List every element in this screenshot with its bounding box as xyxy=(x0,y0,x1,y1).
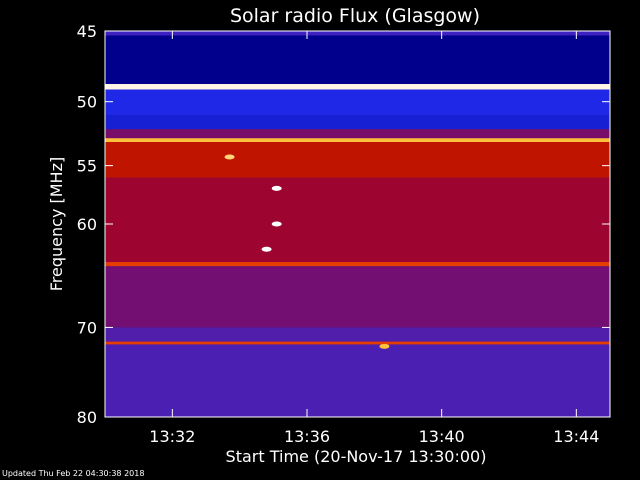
frequency-band xyxy=(105,129,610,139)
y-tick-label: 70 xyxy=(77,318,97,337)
y-tick-label: 80 xyxy=(77,408,97,427)
frequency-band xyxy=(105,31,610,36)
frequency-band xyxy=(105,142,610,178)
frequency-band xyxy=(105,327,610,342)
frequency-band xyxy=(105,35,610,85)
burst-mark xyxy=(271,185,282,191)
y-tick-label: 45 xyxy=(77,22,97,41)
chart-title: Solar radio Flux (Glasgow) xyxy=(230,5,480,27)
x-tick-label: 13:32 xyxy=(149,427,195,446)
frequency-band xyxy=(105,114,610,130)
frequency-band xyxy=(105,344,610,417)
updated-timestamp: Updated Thu Feb 22 04:30:38 2018 xyxy=(2,469,145,478)
y-tick-label: 55 xyxy=(77,157,97,176)
frequency-band xyxy=(105,262,610,267)
y-axis: 45 50 55 60 70 80 xyxy=(77,22,610,427)
x-tick-label: 13:44 xyxy=(553,427,599,446)
y-axis-label: Frequency [MHz] xyxy=(47,157,66,291)
burst-mark xyxy=(224,154,235,160)
frequency-band xyxy=(105,341,610,345)
frequency-band xyxy=(105,89,610,115)
frequency-band xyxy=(105,138,610,143)
frequency-band xyxy=(105,266,610,328)
frequency-band xyxy=(105,84,610,90)
burst-mark xyxy=(271,221,282,227)
x-axis: 13:32 13:36 13:40 13:44 xyxy=(149,31,599,446)
frequency-band xyxy=(105,177,610,263)
burst-mark xyxy=(379,343,390,349)
x-tick-label: 13:40 xyxy=(419,427,465,446)
x-tick-label: 13:36 xyxy=(284,427,330,446)
plot-area xyxy=(105,31,610,417)
burst-mark xyxy=(261,246,272,252)
y-tick-label: 50 xyxy=(77,93,97,112)
x-axis-label: Start Time (20-Nov-17 13:30:00) xyxy=(226,447,487,466)
y-tick-label: 60 xyxy=(77,215,97,234)
